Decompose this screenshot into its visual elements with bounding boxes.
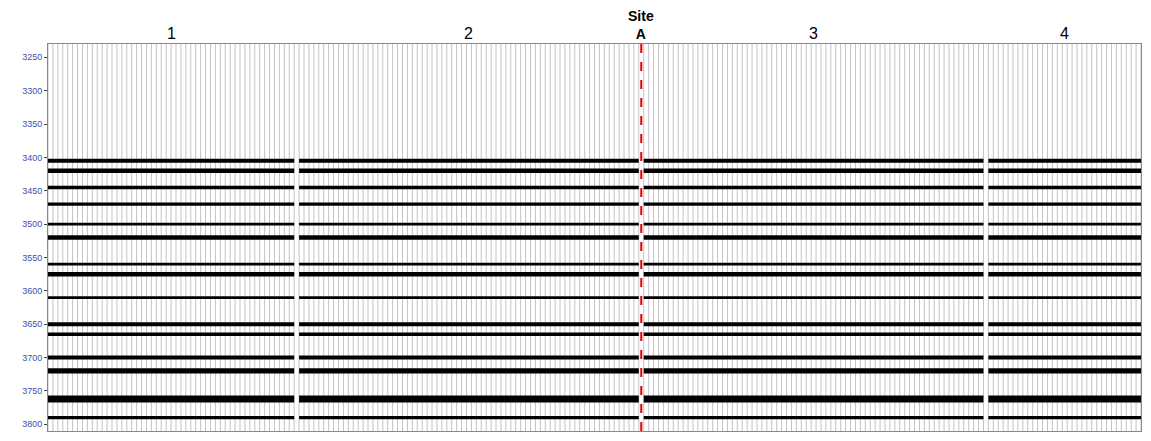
svg-text:3350: 3350 — [22, 119, 42, 129]
svg-text:3300: 3300 — [22, 86, 42, 96]
svg-text:3800: 3800 — [22, 419, 42, 429]
svg-text:1: 1 — [167, 25, 176, 42]
svg-text:SiteA: SiteA — [628, 8, 654, 42]
svg-text:3250: 3250 — [22, 52, 42, 62]
svg-text:3: 3 — [809, 25, 818, 42]
svg-text:3650: 3650 — [22, 319, 42, 329]
svg-text:4: 4 — [1060, 25, 1069, 42]
svg-text:3700: 3700 — [22, 353, 42, 363]
svg-text:3750: 3750 — [22, 386, 42, 396]
svg-text:3550: 3550 — [22, 253, 42, 263]
svg-text:2: 2 — [464, 25, 473, 42]
svg-text:3450: 3450 — [22, 186, 42, 196]
svg-text:3500: 3500 — [22, 219, 42, 229]
svg-text:3400: 3400 — [22, 153, 42, 163]
svg-text:3600: 3600 — [22, 286, 42, 296]
